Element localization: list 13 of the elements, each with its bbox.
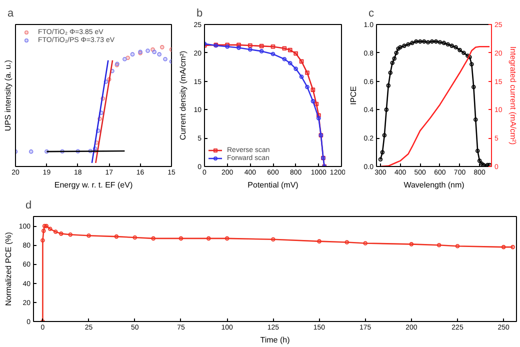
x-axis-title: Time (h) (260, 336, 290, 344)
x-axis-title: Potential (mV) (248, 180, 299, 190)
chart-title: a (8, 8, 14, 20)
y-axis-title: IPCE (348, 86, 358, 105)
chart-title: c (368, 8, 374, 20)
y-axis-title: Current density (mA/cm²) (178, 50, 188, 140)
y-axis-title: Normalized PCE (%) (4, 232, 13, 306)
x-axis-title: Energy w. r. t. EF (eV) (54, 180, 133, 190)
x-axis-title: Wavelength (nm) (404, 180, 465, 190)
y2-axis-title: Integrated current (mA/cm²) (508, 46, 518, 145)
chart-title: d (26, 200, 32, 212)
y-axis-title: UPS intensity (a. u.) (4, 60, 12, 132)
chart-title: b (196, 8, 203, 20)
